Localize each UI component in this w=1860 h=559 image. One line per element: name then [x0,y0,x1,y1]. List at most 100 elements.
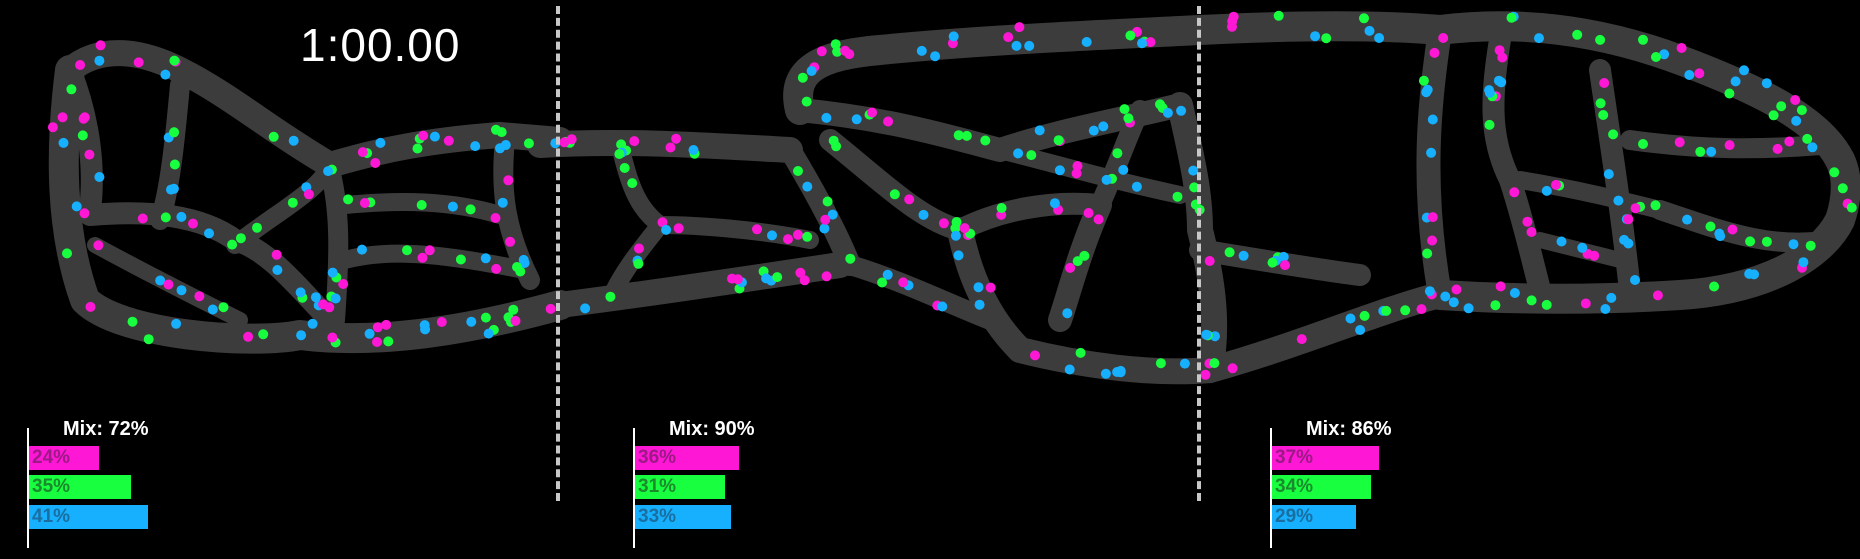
particle [733,274,743,284]
particle [1374,33,1384,43]
particle [1623,214,1633,224]
particle [236,233,246,243]
channel-segment [235,165,330,245]
particle [1274,11,1284,21]
particle [1084,208,1094,218]
particle [930,51,940,61]
mix-panel-middle: Mix: 90% 36% 31% 33% [633,418,833,548]
particle [1581,299,1591,309]
particle [1132,182,1142,192]
particle [620,163,630,173]
particle [84,150,94,160]
particle [1731,76,1741,86]
green-percent-label: 35% [32,476,70,498]
particle [917,46,927,56]
magenta-bar: 36% [635,446,739,470]
particle [1155,99,1165,109]
particle [331,294,341,304]
particle [1847,203,1857,213]
region-divider-1 [556,6,560,501]
particle [919,210,929,220]
particle [176,212,186,222]
particle [1098,121,1108,131]
particle [169,56,179,66]
particle [177,285,187,295]
particle [904,194,914,204]
particle [997,203,1007,213]
particle [498,198,508,208]
particle [951,231,961,241]
particle [1684,70,1694,80]
particle [372,337,382,347]
particle [188,219,198,229]
particle [1572,30,1582,40]
particle [817,46,827,56]
particle [1452,285,1462,295]
particle [949,31,959,41]
particle [1094,214,1104,224]
particle [1838,183,1848,193]
particle [1239,251,1249,261]
particle [1682,215,1692,225]
particle [1076,348,1086,358]
particle [807,66,817,76]
channel-segment [830,140,960,230]
particle [1065,365,1075,375]
particle [960,223,970,233]
particle [1427,236,1437,246]
channel-segment [540,143,790,150]
particle [1112,367,1122,377]
particle [327,333,337,343]
particle [1013,148,1023,158]
particle [546,304,556,314]
particle [258,329,268,339]
particle [75,60,85,70]
particle [1359,13,1369,23]
particle [373,322,383,332]
particle [1425,286,1435,296]
particle [80,208,90,218]
particle [1225,247,1235,257]
particle [1797,105,1807,115]
particle [58,112,68,122]
particle [134,57,144,67]
particle [66,84,76,94]
particle [890,189,900,199]
particle [980,136,990,146]
particle [169,127,179,137]
particle [772,272,782,282]
particle [1806,241,1816,251]
particle [1762,78,1772,88]
particle [852,114,862,124]
particle [1551,180,1561,190]
particle [420,320,430,330]
particle [793,230,803,240]
particle [1201,330,1211,340]
particle [495,143,505,153]
particle [484,329,494,339]
particle [96,40,106,50]
particle [243,332,253,342]
particle [491,213,501,223]
particle [1706,147,1716,157]
particle [288,198,298,208]
particle [1012,41,1022,51]
particle [448,202,458,212]
particle [1062,308,1072,318]
particle [1510,288,1520,298]
particle [633,259,643,269]
particle [418,253,428,263]
particle [1631,203,1641,213]
particle [975,300,985,310]
particle [1205,256,1215,266]
blue-bar: 29% [1272,505,1356,529]
particle [481,253,491,263]
particle [1604,169,1614,179]
particle [1430,48,1440,58]
particle [1776,101,1786,111]
particle [1310,31,1320,41]
particle [402,245,412,255]
particle [1101,369,1111,379]
green-percent-label: 34% [1275,476,1313,498]
particle [413,144,423,154]
